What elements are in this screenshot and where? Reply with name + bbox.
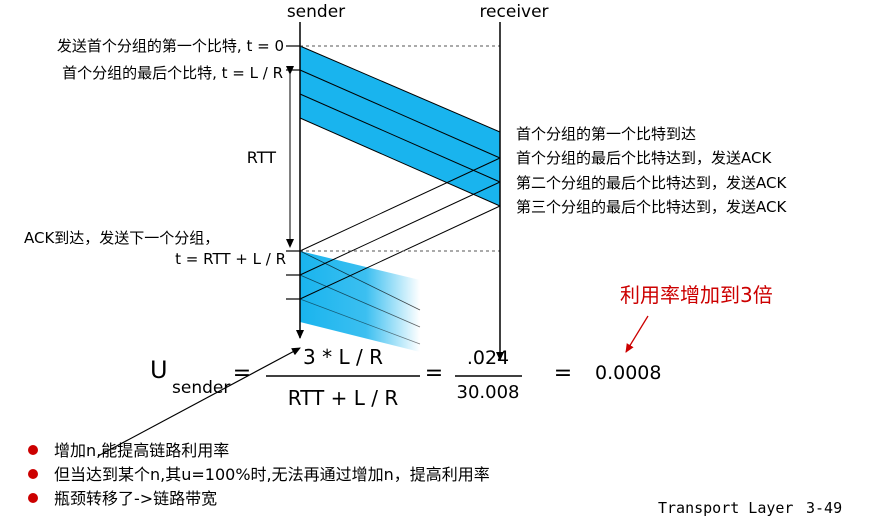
bullet-dot	[28, 468, 38, 479]
bullet-text: 瓶颈转移了->链路带宽	[54, 489, 218, 508]
formula-u: U	[150, 356, 168, 384]
formula-eq3: =	[554, 361, 572, 386]
packet-1-band	[300, 46, 500, 158]
bullet-text: 增加n,能提高链路利用率	[54, 441, 230, 460]
bullet-text: 但当达到某个n,其u=100%时,无法再通过增加n，提高利用率	[54, 465, 490, 484]
send-first-bit-label: 发送首个分组的第一个比特, t = 0	[57, 37, 284, 55]
ack-line-1	[299, 157, 501, 252]
second-last-bit-ack-label: 第二个分组的最后个比特达到，发送ACK	[516, 174, 787, 192]
pointer-line	[97, 347, 301, 457]
packet-band-edge	[299, 45, 501, 133]
ack-line-3	[299, 205, 501, 300]
sender-header: sender	[287, 2, 345, 22]
formula-den2: 30.008	[457, 382, 520, 403]
last-bit-label: 首个分组的最后个比特, t = L / R	[62, 64, 283, 82]
rtt-label: RTT	[247, 148, 276, 167]
bullet-item: 但当达到某个n,其u=100%时,无法再通过增加n，提高利用率	[28, 464, 490, 486]
formula-result: 0.0008	[595, 362, 661, 384]
formula-denominator: RTT + L / R	[288, 386, 399, 410]
utilization-annotation: 利用率增加到3倍	[620, 283, 773, 307]
footer-title: Transport Layer	[658, 499, 794, 517]
packet-band-divider	[299, 69, 501, 159]
ack-arrive-label: ACK到达，发送下一个分组，	[24, 229, 219, 247]
formula-eq2: =	[425, 361, 443, 386]
first-bit-arrive-label: 首个分组的第一个比特到达	[516, 125, 696, 143]
formula-eq1: =	[233, 361, 251, 386]
receiver-header: receiver	[479, 2, 548, 22]
bullet-dot	[28, 492, 38, 503]
packet-3-band	[300, 94, 500, 206]
formula-num2: .024	[467, 347, 509, 369]
packet-2-band	[300, 70, 500, 182]
ack-line-2	[299, 181, 501, 276]
annotation-arrow	[625, 315, 649, 353]
next-packet-divider	[299, 274, 421, 328]
formula-numerator: 3 * L / R	[303, 345, 383, 369]
last-bit-arrive-ack-label: 首个分组的最后个比特达到，发送ACK	[516, 149, 772, 167]
third-last-bit-ack-label: 第三个分组的最后个比特达到，发送ACK	[516, 198, 787, 216]
next-packet-divider	[299, 298, 421, 345]
bullet-dot	[28, 444, 38, 455]
packet-band-edge	[299, 117, 501, 207]
packet-band-divider	[299, 93, 501, 183]
next-packet-divider	[299, 250, 421, 311]
t-next-label: t = RTT + L / R	[175, 250, 286, 268]
formula-subscript: sender	[172, 378, 230, 398]
next-packet-band	[300, 251, 420, 352]
footer-page: 3-49	[806, 499, 843, 517]
bullet-item: 增加n,能提高链路利用率	[28, 440, 229, 462]
bullet-item: 瓶颈转移了->链路带宽	[28, 488, 217, 510]
